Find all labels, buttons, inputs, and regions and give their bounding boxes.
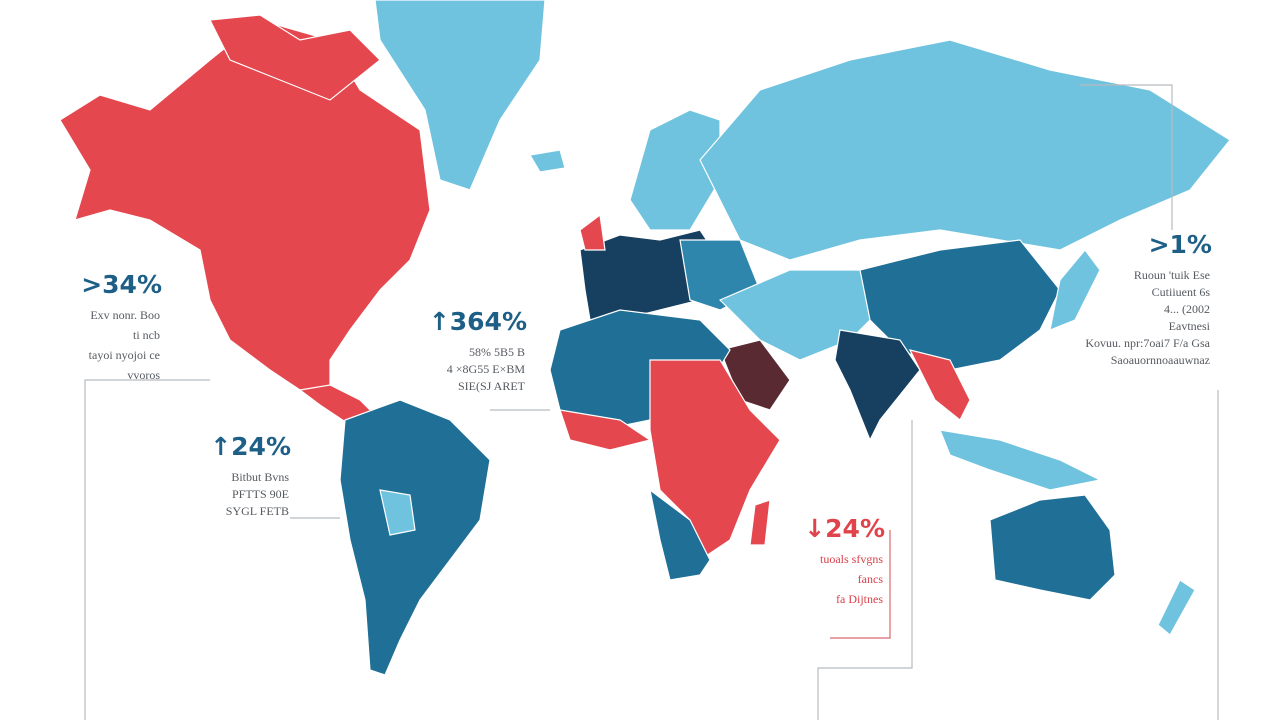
leader-line	[1080, 84, 1173, 230]
continents	[59, 0, 1231, 676]
west-africa	[559, 409, 652, 451]
iceland	[529, 149, 566, 173]
new-zealand	[1157, 579, 1196, 636]
callout-text: SIE(SJ ARET	[458, 379, 526, 393]
callout-text: tayoi nyojoi ce	[89, 348, 160, 362]
callouts: >34% Exv nonr. Boo ti ncb tayoi nyojoi ce vv…	[81, 230, 1212, 606]
callout-text: fa Dijtnes	[836, 592, 883, 606]
callout-text: Eavtnesi	[1169, 319, 1211, 333]
callout-value: ↓24%	[804, 514, 885, 543]
callout-text: Cutiiuent 6s	[1152, 285, 1211, 299]
china	[859, 239, 1061, 371]
callout-text: ti ncb	[133, 328, 160, 342]
central-africa	[649, 359, 781, 561]
bolivia	[379, 489, 416, 536]
callout-text: Exv nonr. Boo	[90, 308, 160, 322]
callout-text: Kovuu. npr:7oai7 F/a Gsa	[1085, 336, 1210, 350]
callout-text: 58% 5B5 B	[469, 345, 525, 359]
callout-text: fancs	[858, 572, 884, 586]
callout-text: 4... (2002	[1164, 302, 1210, 316]
callout-text: tuoals sfvgns	[820, 552, 883, 566]
southern-africa	[649, 488, 711, 581]
callout-text: SYGL FETB	[226, 504, 289, 518]
callout-value: >1%	[1149, 230, 1212, 259]
leader-line	[817, 420, 913, 720]
india	[834, 329, 921, 442]
callout-value: ↑24%	[210, 432, 291, 461]
callout-text: vvoros	[127, 368, 160, 382]
indonesia	[939, 429, 1102, 491]
callout-value: >34%	[81, 270, 162, 299]
callout-text: Bitbut Bvns	[231, 470, 289, 484]
leader-line	[830, 530, 891, 639]
arctic-islands	[209, 14, 381, 101]
australia	[989, 494, 1116, 601]
south-america	[339, 399, 491, 676]
callout-value: ↑364%	[429, 307, 527, 336]
leader-line	[84, 379, 210, 720]
north-america	[59, 19, 431, 391]
callout-text: Ruoun 'tuik Ese	[1134, 268, 1210, 282]
leader-lines	[84, 84, 1219, 720]
russia	[699, 39, 1231, 261]
uk	[579, 213, 606, 251]
japan	[1049, 249, 1101, 331]
southeast-asia	[908, 349, 971, 421]
callout-text: Saoauornnoaauwnaz	[1111, 353, 1210, 367]
callout-text: PFTTS 90E	[232, 487, 289, 501]
madagascar	[749, 499, 771, 546]
callout-text: 4 ×8G55 E×BM	[447, 362, 526, 376]
greenland	[374, 0, 546, 191]
